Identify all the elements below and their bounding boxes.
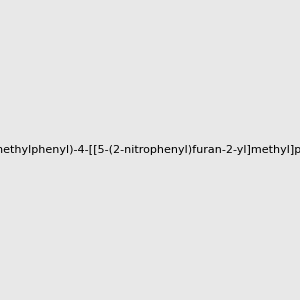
Text: 1-(2,5-dimethylphenyl)-4-[[5-(2-nitrophenyl)furan-2-yl]methyl]piperazine: 1-(2,5-dimethylphenyl)-4-[[5-(2-nitrophe… xyxy=(0,145,300,155)
